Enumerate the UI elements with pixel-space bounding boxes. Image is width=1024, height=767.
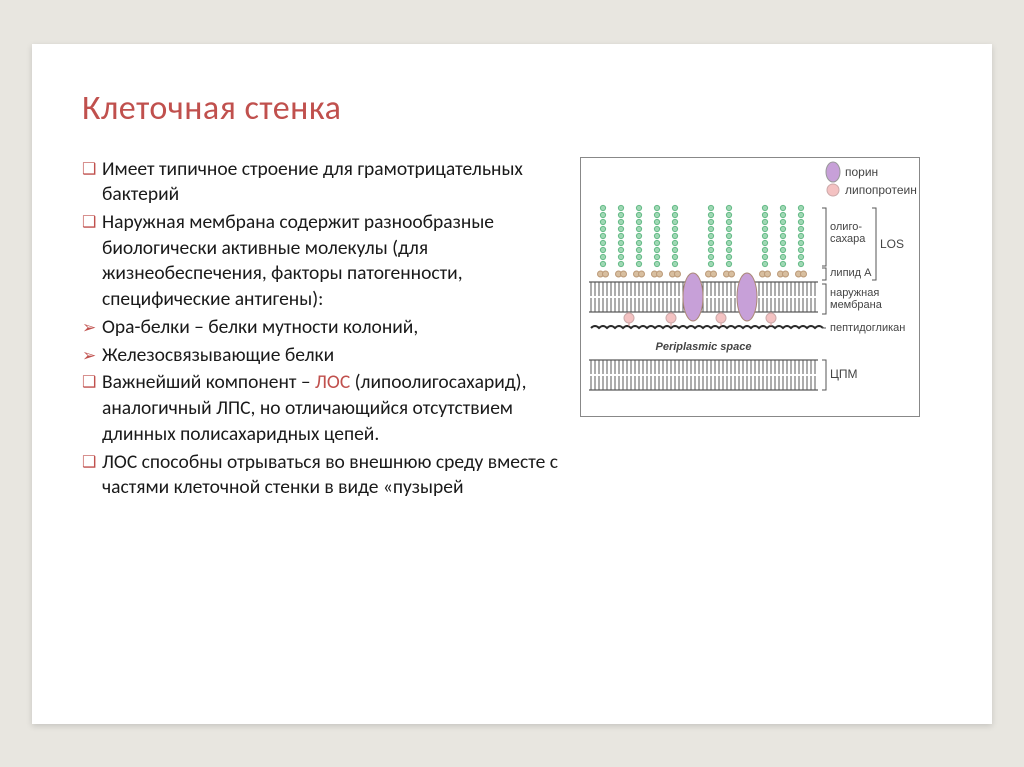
square-bullet-icon: ❑ [82, 372, 102, 449]
svg-text:LOS: LOS [880, 237, 904, 251]
svg-text:сахара: сахара [830, 233, 866, 245]
svg-text:пептидогликан: пептидогликан [830, 322, 905, 334]
square-bullet-icon: ❑ [82, 212, 102, 315]
svg-text:ЦПМ: ЦПМ [830, 367, 858, 381]
diagram-svg: порин липопротеин Periplasmic space олиго-с… [581, 158, 920, 417]
cell-wall-diagram: порин липопротеин Periplasmic space олиго-с… [580, 157, 920, 417]
svg-text:олиго-: олиго- [830, 221, 862, 233]
bullet-text-accent: ЛОС [315, 370, 350, 394]
bullet-text-pre: Важнейший компонент – [102, 370, 315, 394]
bullet-text: Ора-белки – белки мутности колоний, [102, 315, 562, 341]
bullet-item: ❑ Имеет типичное строение для грамотрица… [82, 157, 562, 208]
chevron-bullet-icon: ➢ [82, 345, 102, 371]
svg-text:порин: порин [845, 165, 878, 179]
diagram-column: порин липопротеин Periplasmic space олиго-с… [580, 157, 920, 504]
bullet-text: Наружная мембрана содержит разнообразные… [102, 210, 562, 313]
svg-text:липопротеин: липопротеин [845, 183, 917, 197]
bullet-text: Важнейший компонент – ЛОС (липоолигосаха… [102, 370, 562, 447]
text-column: ❑ Имеет типичное строение для грамотрица… [82, 157, 562, 504]
svg-text:Periplasmic space: Periplasmic space [655, 341, 751, 353]
bullet-text: Имеет типичное строение для грамотрицате… [102, 157, 562, 208]
bullet-item: ❑ Важнейший компонент – ЛОС (липоолигоса… [82, 370, 562, 447]
bullet-item: ➢ Ора-белки – белки мутности колоний, [82, 315, 562, 341]
svg-text:наружная: наружная [830, 287, 879, 299]
bullet-item: ➢ Железосвязывающие белки [82, 343, 562, 369]
chevron-bullet-icon: ➢ [82, 317, 102, 343]
svg-text:липид А: липид А [830, 267, 872, 279]
bullet-item: ❑ ЛОС способны отрываться во внешнюю сре… [82, 450, 562, 501]
bullet-text: ЛОС способны отрываться во внешнюю среду… [102, 450, 562, 501]
square-bullet-icon: ❑ [82, 159, 102, 210]
slide: Клеточная стенка ❑ Имеет типичное строен… [32, 44, 992, 724]
square-bullet-icon: ❑ [82, 452, 102, 503]
svg-text:мембрана: мембрана [830, 299, 883, 311]
bullet-text: Железосвязывающие белки [102, 343, 562, 369]
bullet-item: ❑ Наружная мембрана содержит разнообразн… [82, 210, 562, 313]
content-row: ❑ Имеет типичное строение для грамотрица… [82, 157, 942, 504]
slide-title: Клеточная стенка [82, 88, 942, 129]
